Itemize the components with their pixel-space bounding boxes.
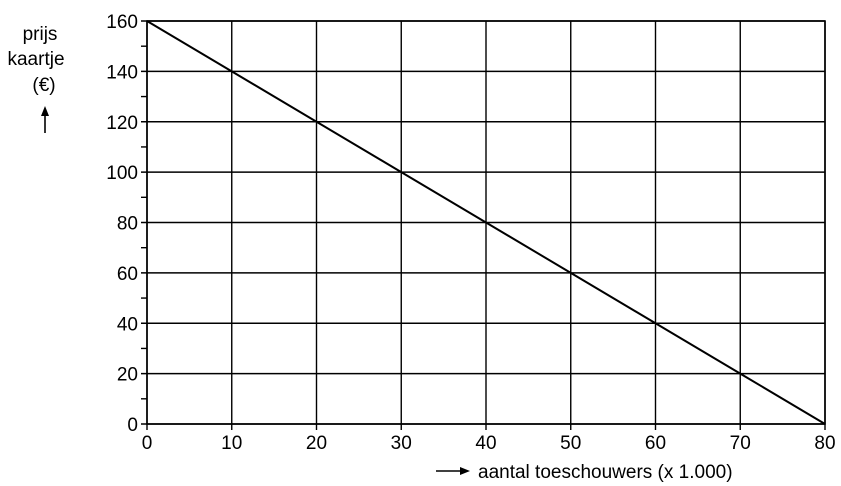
y-axis-label: prijs kaartje (€) xyxy=(7,24,64,133)
grid-lines xyxy=(141,21,825,430)
up-arrow-icon xyxy=(41,106,49,133)
y-tick-label: 80 xyxy=(117,214,138,235)
y-axis-label-line-1: prijs xyxy=(23,24,58,45)
x-tick-label: 0 xyxy=(142,433,153,454)
y-tick-label: 20 xyxy=(117,365,138,386)
x-tick-label: 60 xyxy=(645,433,666,454)
y-axis-label-line-2: kaartje xyxy=(7,49,64,70)
x-tick-labels: 0 10 20 30 40 50 60 70 80 xyxy=(142,433,836,454)
x-tick-label: 80 xyxy=(814,433,835,454)
y-tick-labels: 0 20 40 60 80 100 120 140 160 xyxy=(106,12,138,436)
x-tick-label: 50 xyxy=(560,433,581,454)
y-tick-label: 100 xyxy=(106,163,138,184)
y-tick-label: 120 xyxy=(106,113,138,134)
x-tick-label: 10 xyxy=(221,433,242,454)
y-tick-label: 40 xyxy=(117,314,138,335)
y-tick-label: 0 xyxy=(127,415,138,436)
x-tick-label: 20 xyxy=(306,433,327,454)
x-tick-label: 70 xyxy=(730,433,751,454)
y-axis-label-line-3: (€) xyxy=(32,75,55,96)
x-axis-label-text: aantal toeschouwers (x 1.000) xyxy=(478,462,733,483)
x-tick-label: 30 xyxy=(391,433,412,454)
y-tick-label: 60 xyxy=(117,264,138,285)
right-arrow-icon xyxy=(436,467,470,475)
x-tick-label: 40 xyxy=(475,433,496,454)
y-tick-label: 160 xyxy=(106,12,138,33)
y-tick-label: 140 xyxy=(106,62,138,83)
x-axis-label: aantal toeschouwers (x 1.000) xyxy=(436,462,733,483)
